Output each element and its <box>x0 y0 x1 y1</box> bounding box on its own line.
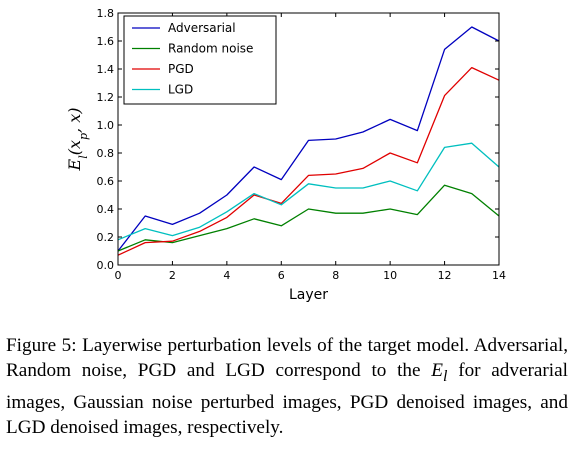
ticks-layer: 0 2 4 6 8 10 12 14 0.0 0.2 0.4 0.6 0.8 1.0 1.2 1.4 1.6 1.… <box>97 7 507 282</box>
y-tick-label: 0.6 <box>97 175 115 188</box>
plot-frame <box>117 12 500 266</box>
y-tick-label: 0.8 <box>97 147 115 160</box>
caption-text-after: for adverarial images, Gaussian noise pe… <box>6 360 568 439</box>
legend-entry: Random noise <box>168 42 253 56</box>
caption-text-before: Layerwise perturbation levels of the tar… <box>6 335 568 382</box>
x-tick-label: 6 <box>278 269 285 282</box>
caption-symbol: E <box>431 360 444 382</box>
series-line-pgd <box>117 66 500 256</box>
caption-label: Figure 5: <box>6 335 77 356</box>
x-axis-label: Layer <box>289 287 328 303</box>
x-tick-label: 2 <box>169 269 176 282</box>
legend-entry: LGD <box>168 83 193 97</box>
x-tick-label: 10 <box>383 269 397 282</box>
series-line-random-noise <box>117 184 500 252</box>
y-tick-label: 1.0 <box>97 119 115 132</box>
series-layer <box>117 26 500 256</box>
y-tick-label: 0.4 <box>97 203 115 216</box>
y-tick-label: 0.2 <box>97 231 115 244</box>
x-tick-label: 12 <box>438 269 452 282</box>
x-tick-label: 4 <box>223 269 230 282</box>
legend: Adversarial Random noise PGD LGD <box>123 15 277 105</box>
x-tick-label: 8 <box>332 269 339 282</box>
figure-caption: Figure 5: Layerwise perturbation levels … <box>6 333 568 440</box>
y-tick-label: 1.6 <box>97 35 115 48</box>
x-tick-label: 14 <box>492 269 506 282</box>
line-chart: 0 2 4 6 8 10 12 14 0.0 0.2 0.4 0.6 0.8 1.0 1.2 1.4 1.6 1.… <box>65 7 507 303</box>
caption-symbol-sub: l <box>443 368 448 386</box>
legend-entry: PGD <box>168 62 194 76</box>
series-line-adversarial <box>117 26 500 252</box>
y-tick-label: 1.2 <box>97 91 115 104</box>
y-tick-label: 0.0 <box>97 259 115 272</box>
y-tick-label: 1.4 <box>97 63 115 76</box>
y-tick-label: 1.8 <box>97 7 115 20</box>
y-axis-label: El(xp, x) <box>65 108 90 172</box>
series-line-lgd <box>117 142 500 241</box>
x-tick-label: 0 <box>115 269 122 282</box>
legend-entry: Adversarial <box>168 21 236 35</box>
